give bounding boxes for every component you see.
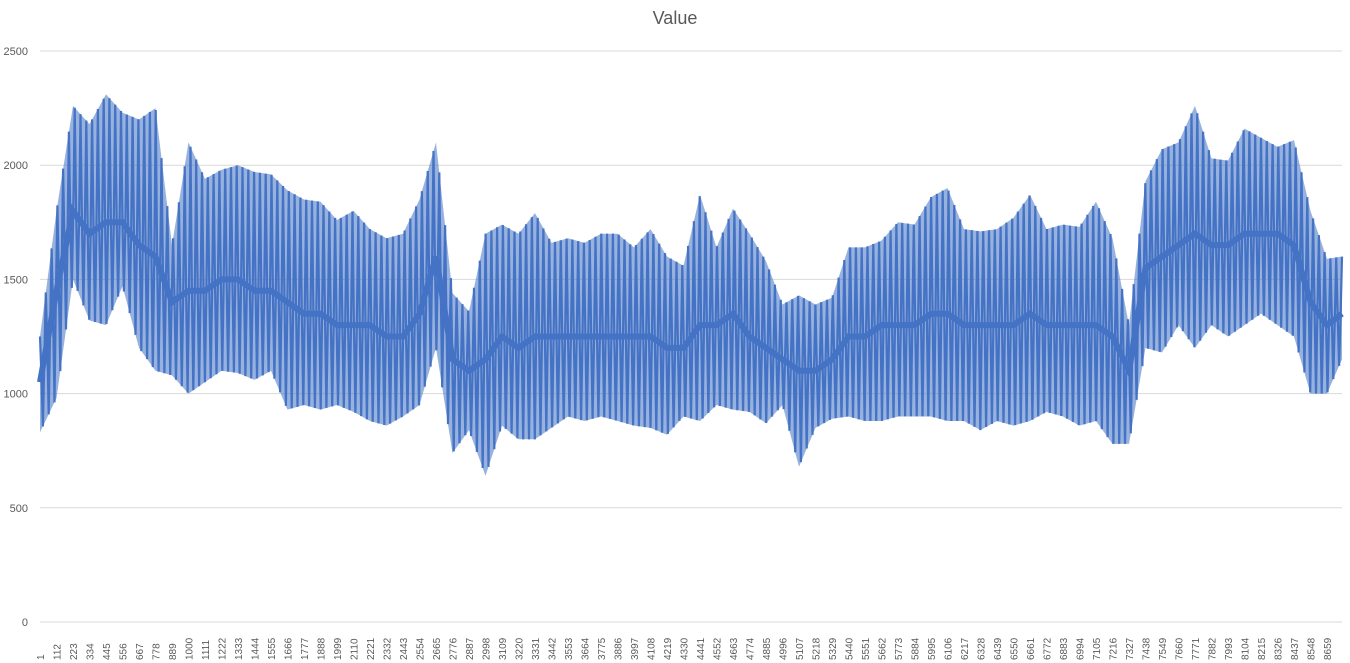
x-tick-label: 3553 bbox=[564, 637, 575, 660]
x-tick-label: 7882 bbox=[1207, 637, 1218, 660]
x-tick-label: 5773 bbox=[894, 637, 905, 660]
x-tick-label: 3109 bbox=[498, 637, 509, 660]
x-tick-label: 2443 bbox=[399, 637, 410, 660]
x-tick-label: 4774 bbox=[745, 637, 756, 660]
x-tick-label: 3997 bbox=[630, 637, 641, 660]
series-line bbox=[38, 98, 1344, 469]
x-tick-label: 2665 bbox=[432, 637, 443, 660]
x-tick-label: 1111 bbox=[201, 640, 212, 660]
x-tick-label: 5218 bbox=[811, 637, 822, 660]
x-tick-label: 4996 bbox=[778, 637, 789, 660]
x-tick-label: 2332 bbox=[382, 637, 393, 660]
x-tick-label: 4885 bbox=[762, 637, 773, 660]
x-tick-label: 6661 bbox=[1026, 637, 1037, 660]
y-axis-ticks: 0 500 1000 1500 2000 2500 bbox=[4, 46, 28, 629]
x-tick-label: 5440 bbox=[844, 637, 855, 660]
x-tick-label: 8548 bbox=[1306, 637, 1317, 660]
x-tick-label: 1999 bbox=[333, 637, 344, 660]
x-tick-label: 112 bbox=[52, 644, 63, 660]
x-tick-label: 6550 bbox=[1009, 637, 1020, 660]
x-tick-label: 7327 bbox=[1125, 637, 1136, 660]
x-tick-label: 7216 bbox=[1108, 637, 1119, 660]
x-tick-label: 2221 bbox=[366, 637, 377, 660]
x-tick-label: 4108 bbox=[646, 637, 657, 660]
x-tick-label: 2110 bbox=[349, 638, 360, 660]
x-tick-label: 1555 bbox=[267, 637, 278, 660]
x-tick-label: 1666 bbox=[283, 637, 294, 660]
x-tick-label: 8104 bbox=[1240, 637, 1251, 660]
x-tick-label: 889 bbox=[168, 643, 179, 660]
x-tick-label: 6994 bbox=[1075, 637, 1086, 660]
x-tick-label: 7549 bbox=[1158, 637, 1169, 660]
x-tick-label: 1777 bbox=[300, 637, 311, 660]
x-tick-label: 667 bbox=[135, 643, 146, 660]
series-layer bbox=[37, 94, 1344, 476]
x-tick-label: 6439 bbox=[993, 637, 1004, 660]
chart-title: Value bbox=[652, 8, 698, 28]
x-tick-label: 7438 bbox=[1141, 637, 1152, 660]
x-tick-label: 5662 bbox=[877, 637, 888, 660]
x-tick-label: 7993 bbox=[1224, 637, 1235, 660]
x-tick-label: 3886 bbox=[613, 637, 624, 660]
x-tick-label: 7660 bbox=[1174, 637, 1185, 660]
x-tick-label: 6106 bbox=[943, 637, 954, 660]
x-tick-label: 1 bbox=[36, 654, 47, 660]
x-tick-label: 2776 bbox=[448, 637, 459, 660]
x-tick-label: 5995 bbox=[927, 637, 938, 660]
x-tick-label: 223 bbox=[69, 643, 80, 660]
x-tick-label: 778 bbox=[151, 643, 162, 660]
x-tick-label: 6328 bbox=[976, 637, 987, 660]
x-tick-label: 334 bbox=[85, 643, 96, 660]
x-tick-label: 6772 bbox=[1042, 637, 1053, 660]
y-tick-label: 2500 bbox=[4, 46, 28, 58]
y-tick-label: 2000 bbox=[4, 160, 28, 172]
x-tick-label: 4663 bbox=[729, 637, 740, 660]
x-tick-label: 445 bbox=[102, 643, 113, 660]
x-tick-label: 2887 bbox=[465, 637, 476, 660]
y-tick-label: 500 bbox=[10, 503, 28, 515]
x-tick-label: 8215 bbox=[1257, 637, 1268, 660]
x-tick-label: 556 bbox=[118, 643, 129, 660]
y-tick-label: 0 bbox=[22, 617, 28, 629]
x-tick-label: 2554 bbox=[415, 637, 426, 660]
x-tick-label: 1222 bbox=[217, 637, 228, 660]
x-tick-label: 3331 bbox=[531, 637, 542, 660]
x-tick-label: 5329 bbox=[828, 637, 839, 660]
x-tick-label: 3442 bbox=[547, 637, 558, 660]
x-tick-label: 3664 bbox=[580, 637, 591, 660]
x-tick-label: 8659 bbox=[1323, 637, 1334, 660]
x-tick-label: 6883 bbox=[1059, 637, 1070, 660]
x-axis-ticks: 1 112 223 334 445 556 667 778 889 1000 1111 1222 133… bbox=[36, 637, 1334, 660]
x-tick-label: 7105 bbox=[1092, 637, 1103, 660]
x-tick-label: 8437 bbox=[1290, 637, 1301, 660]
x-tick-label: 4330 bbox=[679, 637, 690, 660]
x-tick-label: 5107 bbox=[795, 637, 806, 660]
y-tick-label: 1000 bbox=[4, 389, 28, 401]
x-tick-label: 5884 bbox=[910, 637, 921, 660]
x-tick-label: 2998 bbox=[481, 637, 492, 660]
x-tick-label: 7771 bbox=[1191, 637, 1202, 660]
x-tick-label: 4441 bbox=[696, 637, 707, 660]
x-tick-label: 1444 bbox=[250, 637, 261, 660]
x-tick-label: 6217 bbox=[960, 637, 971, 660]
x-tick-label: 8326 bbox=[1273, 637, 1284, 660]
x-tick-label: 1333 bbox=[234, 637, 245, 660]
x-tick-label: 3220 bbox=[514, 637, 525, 660]
x-tick-label: 4219 bbox=[663, 637, 674, 660]
series-mid-line bbox=[37, 203, 1344, 383]
x-tick-label: 1888 bbox=[316, 637, 327, 660]
x-tick-label: 1000 bbox=[184, 637, 195, 660]
y-tick-label: 1500 bbox=[4, 274, 28, 286]
x-tick-label: 3775 bbox=[597, 637, 608, 660]
x-tick-label: 5551 bbox=[861, 637, 872, 660]
x-tick-label: 4552 bbox=[712, 637, 723, 660]
